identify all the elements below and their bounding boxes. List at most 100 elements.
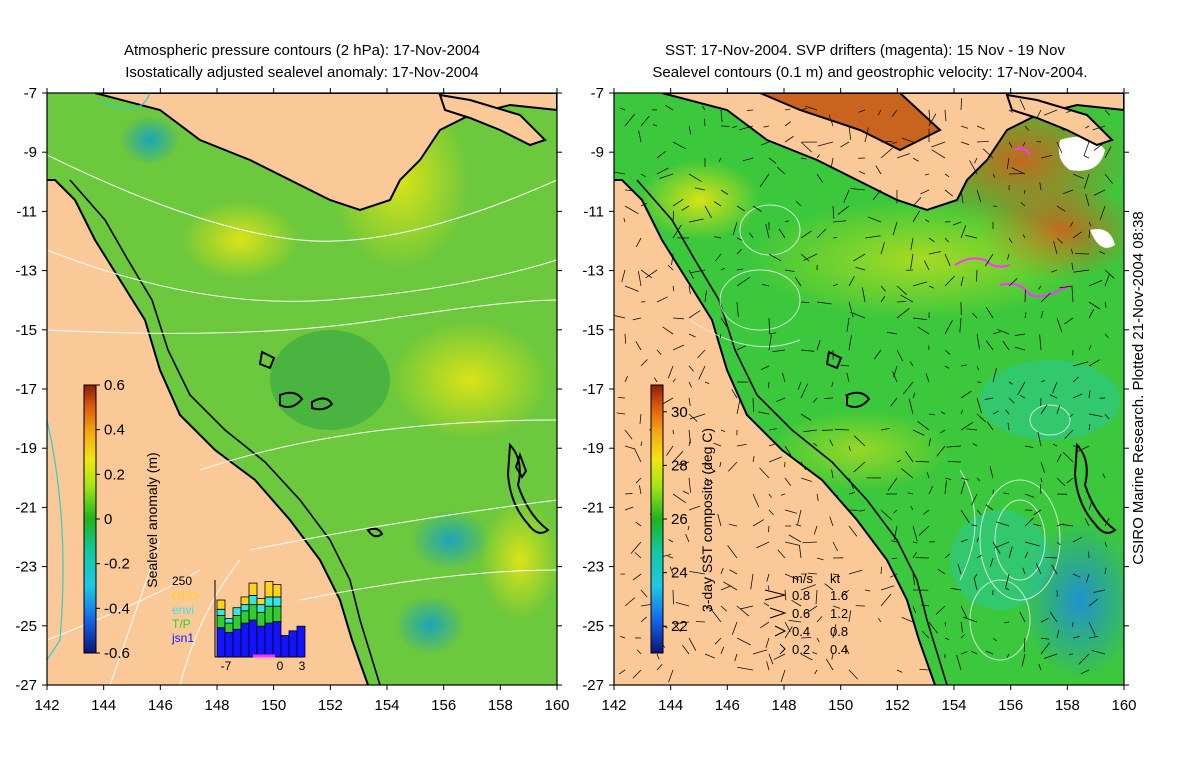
velocity-vector — [1104, 567, 1107, 575]
velocity-key-kt: 0.8 — [830, 624, 848, 639]
velocity-vector — [1062, 189, 1074, 195]
velocity-vector — [1022, 567, 1026, 575]
velocity-vector — [668, 539, 674, 543]
right-map-area — [614, 93, 1124, 685]
velocity-vector — [656, 664, 663, 671]
velocity-vector — [1039, 182, 1042, 191]
velocity-vector — [976, 397, 982, 414]
velocity-vector — [624, 429, 633, 440]
velocity-vector — [752, 649, 768, 655]
velocity-vector — [713, 201, 722, 207]
left-x-axis: 142 144 146 148 150 152 154 156 158 160 — [34, 88, 570, 714]
velocity-vector — [848, 669, 859, 680]
velocity-vector — [800, 141, 813, 153]
velocity-vector — [1019, 99, 1026, 111]
velocity-vector — [1045, 556, 1058, 559]
velocity-vector — [985, 504, 994, 511]
velocity-vector — [1072, 536, 1083, 543]
velocity-vector — [960, 409, 964, 415]
inset-legend-item: T/P — [172, 617, 191, 631]
velocity-vector — [928, 251, 941, 255]
velocity-vector — [892, 221, 898, 236]
velocity-vector — [960, 539, 968, 543]
velocity-vector — [803, 429, 818, 433]
velocity-vector — [1056, 125, 1065, 131]
velocity-vector — [704, 653, 715, 659]
velocity-vector — [634, 552, 642, 559]
velocity-vector — [992, 173, 996, 178]
velocity-vector — [817, 141, 834, 147]
velocity-vector — [1104, 109, 1111, 116]
velocity-vector — [688, 439, 691, 447]
velocity-key: m/s kt 0.8 1.6 0.6 1.2 0.4 0.8 0.2 0.4 — [764, 571, 848, 657]
y-tick-label: -11 — [583, 203, 604, 220]
inset-bar-T/P — [224, 622, 234, 633]
velocity-vector — [1056, 541, 1061, 546]
velocity-vector — [965, 234, 978, 239]
velocity-vector — [912, 525, 918, 542]
velocity-vector — [976, 333, 981, 350]
velocity-vector — [982, 148, 994, 159]
velocity-vector — [974, 573, 978, 579]
velocity-vector — [944, 621, 946, 627]
velocity-vector — [832, 624, 837, 639]
velocity-vector — [1021, 653, 1026, 667]
inset-legend-item: jsn1 — [171, 631, 194, 645]
velocity-vector — [912, 429, 925, 436]
velocity-vector — [880, 427, 890, 431]
right-map-panel: SST: 17-Nov-2004. SVP drifters (magenta)… — [582, 42, 1136, 714]
velocity-vector — [1102, 473, 1106, 479]
velocity-vector — [1072, 393, 1083, 399]
velocity-vector — [976, 477, 981, 482]
velocity-vector — [737, 666, 754, 671]
y-tick-label: -13 — [582, 263, 604, 280]
velocity-vector — [1056, 317, 1063, 333]
velocity-vector — [1056, 629, 1060, 639]
colorbar-tick-label: 28 — [671, 457, 688, 474]
velocity-vector — [1059, 285, 1074, 289]
velocity-vector — [1070, 248, 1074, 255]
right-title-line1: SST: 17-Nov-2004. SVP drifters (magenta)… — [665, 42, 1065, 59]
velocity-vector — [1083, 155, 1090, 159]
velocity-vector — [738, 125, 754, 131]
velocity-key-arrow — [764, 589, 786, 601]
velocity-vector — [773, 653, 786, 660]
velocity-vector — [652, 124, 658, 127]
velocity-vector — [760, 621, 770, 629]
velocity-vector — [877, 109, 882, 116]
velocity-vector — [940, 429, 946, 434]
inset-bar-T/P — [248, 604, 258, 621]
velocity-vector — [1008, 141, 1013, 148]
velocity-vector — [992, 541, 1001, 555]
velocity-vector — [890, 540, 898, 543]
velocity-vector — [1024, 312, 1027, 319]
velocity-vector — [960, 364, 967, 367]
velocity-vector — [784, 626, 793, 639]
velocity-vector — [624, 376, 628, 383]
velocity-vector — [795, 524, 802, 527]
velocity-vector — [1008, 397, 1015, 404]
velocity-vector — [784, 108, 791, 111]
velocity-vector — [638, 130, 642, 143]
velocity-vector — [736, 205, 746, 212]
velocity-vector — [752, 519, 765, 527]
velocity-vector — [923, 260, 930, 271]
velocity-vector — [892, 371, 898, 383]
velocity-vector — [688, 381, 692, 388]
velocity-key-ms: 0.8 — [792, 588, 810, 603]
velocity-vector — [662, 326, 674, 335]
velocity-vector — [1093, 141, 1106, 151]
velocity-vector — [960, 481, 966, 495]
velocity-vector — [896, 308, 910, 319]
credit-text: CSIRO Marine Research. Plotted 21-Nov-20… — [1130, 211, 1147, 565]
x-tick-label: 144 — [658, 697, 683, 714]
velocity-vector — [864, 127, 869, 143]
velocity-vector — [638, 485, 642, 495]
x-tick-label: 156 — [431, 697, 456, 714]
x-tick-label: 142 — [601, 697, 626, 714]
velocity-vector — [1038, 285, 1042, 290]
velocity-vector — [795, 200, 802, 207]
velocity-vector — [1088, 280, 1103, 287]
velocity-vector — [846, 317, 850, 332]
